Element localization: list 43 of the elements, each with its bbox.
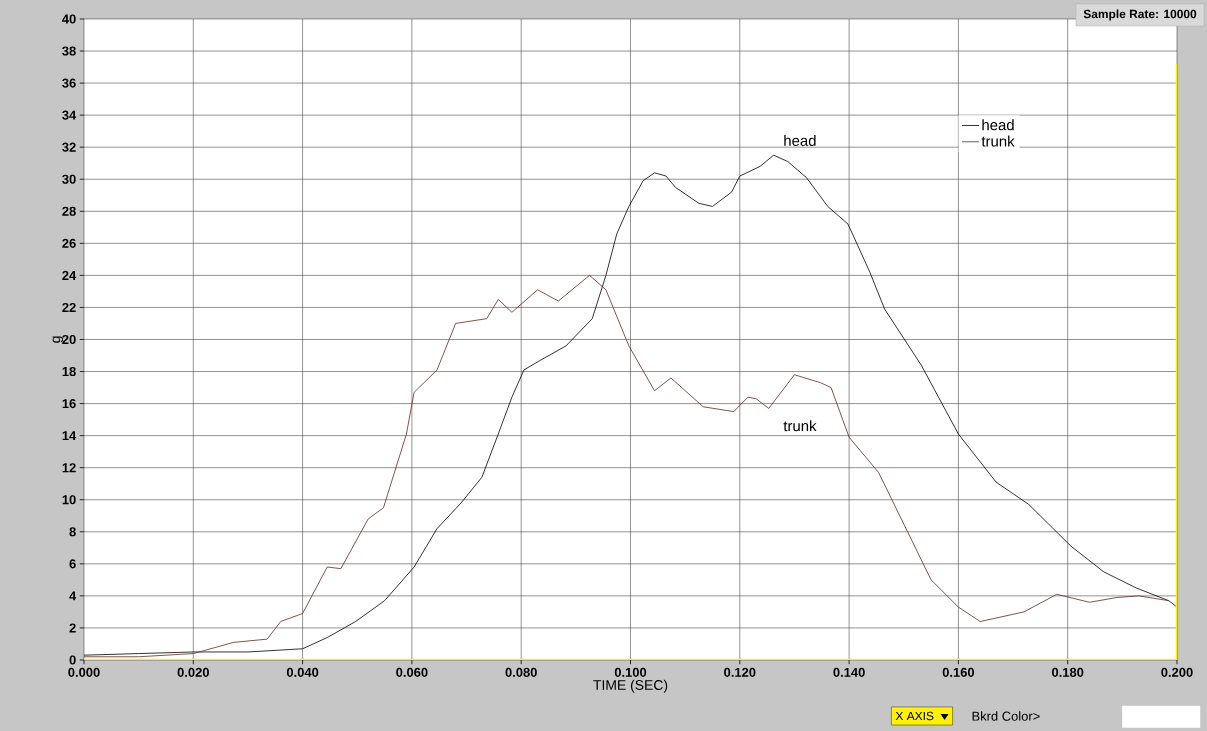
y-tick-label: 4: [69, 591, 77, 601]
y-tick-label: 26: [62, 238, 76, 248]
y-tick-label: 2: [69, 623, 76, 633]
x-tick-label: 0.020: [177, 667, 209, 677]
x-tick-label: 0.160: [942, 667, 975, 677]
y-tick-label: 40: [62, 14, 76, 24]
x-tick-label: 0.200: [1161, 667, 1193, 677]
x-tick-label: 0.080: [505, 667, 537, 677]
line-series: [84, 274, 1170, 658]
y-tick-label: 22: [62, 302, 76, 312]
x-tick-label: 0.000: [68, 667, 100, 677]
x-axis-title: TIME (SEC): [593, 679, 668, 693]
y-tick-label: 6: [69, 559, 76, 569]
y-tick-label: 36: [62, 78, 76, 88]
x-tick-label: 0.100: [614, 667, 647, 677]
y-tick-label: 12: [62, 463, 76, 473]
x-tick-label: 0.060: [396, 667, 428, 677]
y-tick-label: 10: [62, 495, 76, 505]
annotation: head: [784, 135, 816, 146]
y-axis-title: g: [52, 336, 63, 343]
legend-label: head: [982, 119, 1014, 131]
legend-label: trunk: [981, 135, 1015, 147]
y-tick-label: 0: [69, 655, 76, 665]
y-tick-label: 28: [62, 206, 76, 216]
text: Bkrd Color>: [972, 711, 1040, 721]
y-tick-label: 16: [62, 399, 76, 409]
x-tick-label: 0.140: [833, 667, 865, 677]
y-tick-label: 32: [62, 142, 76, 152]
y-tick-label: 38: [62, 46, 76, 56]
line-series: [84, 154, 1177, 656]
y-tick-label: 18: [62, 366, 76, 377]
x-tick-label: 0.120: [724, 667, 756, 677]
y-tick-label: 24: [62, 270, 77, 280]
y-tick-label: 14: [62, 431, 77, 441]
y-tick-label: 8: [69, 527, 76, 537]
text: X AXIS: [895, 711, 934, 721]
x-tick-label: 0.040: [286, 667, 319, 677]
y-tick-label: 30: [62, 174, 76, 184]
annotation: Sample Rate: 10000: [1083, 9, 1197, 21]
x-tick-label: 0.180: [1052, 667, 1084, 677]
y-tick-label: 20: [62, 334, 76, 345]
y-tick-label: 34: [62, 110, 77, 120]
annotation: trunk: [783, 420, 817, 432]
